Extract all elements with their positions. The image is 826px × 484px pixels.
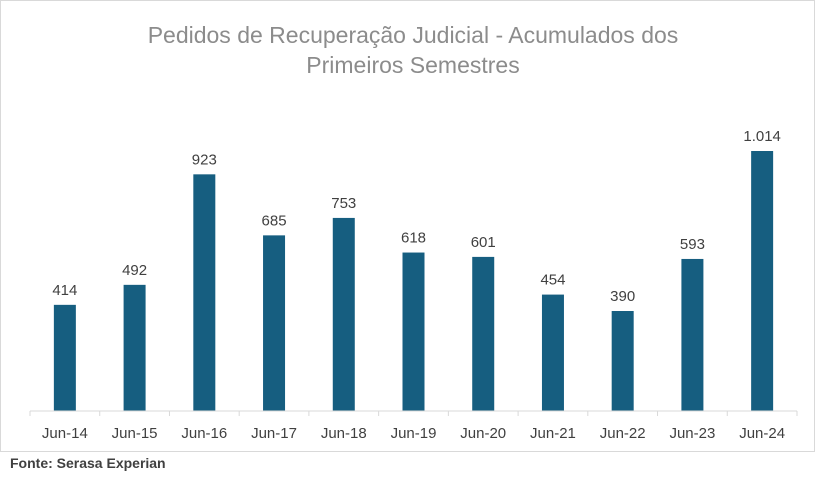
x-tick-label-jun-19: Jun-19	[391, 425, 437, 442]
bar-jun-23	[681, 258, 704, 411]
bar-jun-16	[193, 174, 216, 411]
data-label-jun-23: 593	[680, 236, 705, 253]
data-label-jun-24: 1.014	[743, 128, 781, 145]
bar-jun-24	[751, 151, 774, 411]
data-label-jun-22: 390	[610, 288, 635, 305]
bars-layer	[53, 151, 774, 411]
x-tick-label-jun-14: Jun-14	[42, 425, 88, 442]
data-label-jun-18: 753	[331, 195, 356, 212]
data-label-jun-17: 685	[262, 212, 287, 229]
x-tick-label-jun-20: Jun-20	[460, 425, 506, 442]
bar-jun-15	[123, 284, 146, 411]
x-tick-label-jun-24: Jun-24	[739, 425, 785, 442]
data-label-jun-20: 601	[471, 234, 496, 251]
data-label-jun-21: 454	[540, 272, 565, 289]
bar-jun-17	[263, 235, 286, 411]
bar-jun-19	[402, 252, 425, 411]
data-label-jun-16: 923	[192, 151, 217, 168]
source-note: Fonte: Serasa Experian	[10, 455, 166, 471]
bar-jun-21	[541, 294, 564, 411]
data-label-jun-15: 492	[122, 262, 147, 279]
x-tick-label-jun-23: Jun-23	[669, 425, 715, 442]
bar-jun-22	[611, 311, 634, 411]
x-tick-label-jun-15: Jun-15	[112, 425, 158, 442]
chart-title-line-2: Primeiros Semestres	[306, 52, 520, 78]
chart-title: Pedidos de Recuperação Judicial - Acumul…	[0, 20, 826, 80]
data-label-jun-14: 414	[52, 282, 77, 299]
x-tick-label-jun-16: Jun-16	[181, 425, 227, 442]
bar-jun-14	[53, 304, 76, 411]
bar-jun-20	[472, 256, 495, 411]
chart-title-line-1: Pedidos de Recuperação Judicial - Acumul…	[147, 22, 679, 48]
ticks-layer	[29, 411, 798, 416]
labels-layer: 414 Jun-14 492 Jun-15 923 Jun-16 685 Jun-17 753 J…	[42, 128, 785, 442]
bar-jun-18	[332, 217, 355, 411]
data-label-jun-19: 618	[401, 230, 426, 247]
x-tick-label-jun-22: Jun-22	[600, 425, 646, 442]
x-tick-label-jun-21: Jun-21	[530, 425, 576, 442]
x-tick-label-jun-18: Jun-18	[321, 425, 367, 442]
x-tick-label-jun-17: Jun-17	[251, 425, 297, 442]
